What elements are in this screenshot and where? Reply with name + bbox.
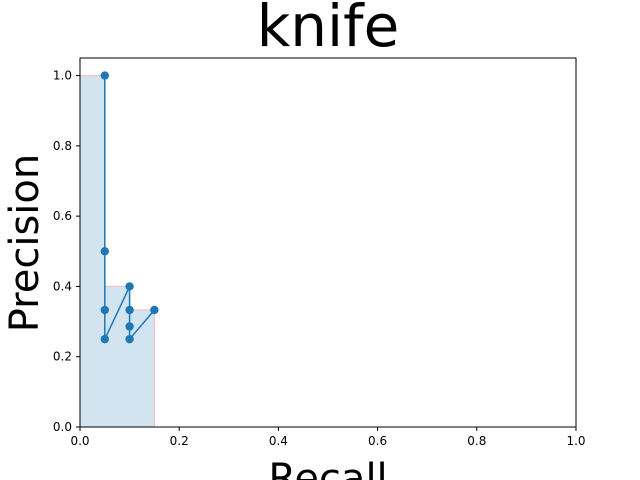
x-tick-label: 0.2 xyxy=(170,434,189,448)
x-tick-label: 0.4 xyxy=(269,434,288,448)
chart-title: knife xyxy=(257,0,400,60)
x-tick-label: 0.6 xyxy=(368,434,387,448)
data-point xyxy=(100,71,110,80)
y-tick-label: 0.6 xyxy=(53,209,72,223)
data-point xyxy=(100,305,110,315)
step-area-fill xyxy=(80,75,155,428)
y-axis-label: Precision xyxy=(2,154,48,332)
data-point xyxy=(125,282,134,291)
x-axis-ticks: 0.0 0.2 0.4 0.6 0.8 1.0 xyxy=(70,427,586,448)
x-tick-label: 1.0 xyxy=(566,434,585,448)
plot-frame xyxy=(79,57,577,428)
y-tick-label: 0.0 xyxy=(53,420,72,434)
data-point xyxy=(125,322,134,331)
x-tick-label: 0.0 xyxy=(70,434,89,448)
interpolated-precision-area xyxy=(80,75,155,428)
y-tick-label: 0.2 xyxy=(53,350,72,364)
data-point xyxy=(100,247,110,256)
precision-recall-series xyxy=(100,71,159,344)
y-axis-ticks: 0.0 0.2 0.4 0.6 0.8 1.0 xyxy=(53,69,80,434)
x-axis-label: Recall xyxy=(268,456,387,480)
data-point xyxy=(100,334,110,344)
data-point xyxy=(125,334,134,344)
data-point xyxy=(150,305,159,315)
y-tick-label: 0.4 xyxy=(53,279,72,293)
y-tick-label: 0.8 xyxy=(53,139,72,153)
data-point xyxy=(125,305,134,315)
x-tick-label: 0.8 xyxy=(467,434,486,448)
y-tick-label: 1.0 xyxy=(53,69,72,83)
